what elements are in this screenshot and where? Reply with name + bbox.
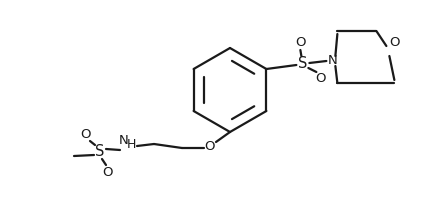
Text: O: O [315, 73, 326, 85]
Text: O: O [389, 36, 400, 50]
Text: S: S [298, 56, 307, 71]
Text: N: N [119, 135, 129, 147]
Text: O: O [295, 36, 306, 50]
Text: O: O [103, 166, 113, 178]
Text: O: O [205, 140, 215, 152]
Text: N: N [327, 54, 337, 68]
Text: S: S [95, 145, 105, 160]
Text: H: H [126, 139, 136, 151]
Text: O: O [81, 128, 91, 140]
